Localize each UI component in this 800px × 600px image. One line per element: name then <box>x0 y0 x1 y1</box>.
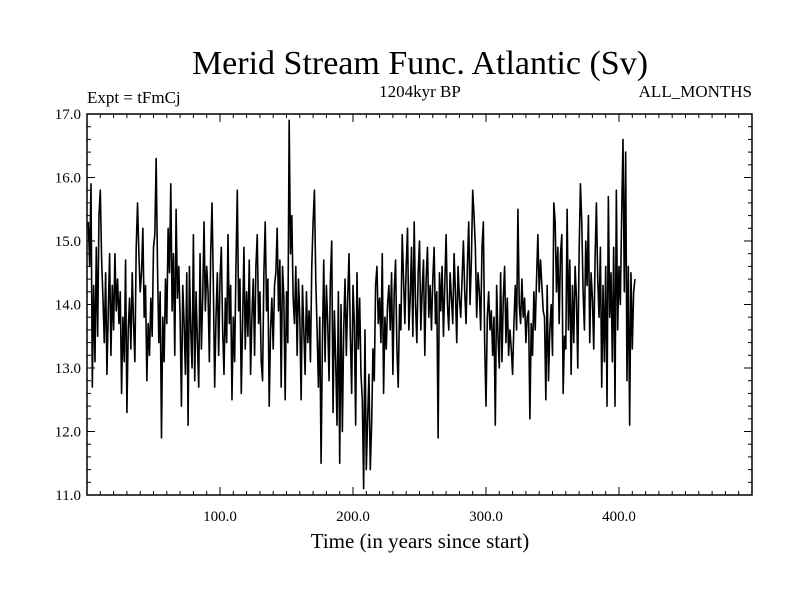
series-line <box>87 119 636 490</box>
x-tick-label: 200.0 <box>336 509 370 525</box>
months-label: ALL_MONTHS <box>639 82 752 101</box>
y-tick-label: 17.0 <box>55 107 81 123</box>
y-tick-label: 12.0 <box>55 425 81 441</box>
y-tick-label: 13.0 <box>55 361 81 377</box>
x-tick-label: 300.0 <box>469 509 503 525</box>
y-tick-label: 11.0 <box>55 488 81 504</box>
ticks-layer: 11.0 12.0 13.0 14.0 15.0 16.0 17.0 100.0 200.0 30… <box>55 107 752 525</box>
y-tick-label: 16.0 <box>55 171 81 187</box>
y-tick-label: 15.0 <box>55 234 81 250</box>
period-label: 1204kyr BP <box>379 82 461 101</box>
chart-title: Merid Stream Func. Atlantic (Sv) <box>192 45 648 82</box>
y-tick-label: 14.0 <box>55 298 81 314</box>
x-tick-label: 400.0 <box>602 509 636 525</box>
series-layer <box>87 119 636 490</box>
x-tick-label: 100.0 <box>203 509 237 525</box>
x-axis-label: Time (in years since start) <box>311 529 530 553</box>
experiment-label: Expt = tFmCj <box>87 88 181 107</box>
